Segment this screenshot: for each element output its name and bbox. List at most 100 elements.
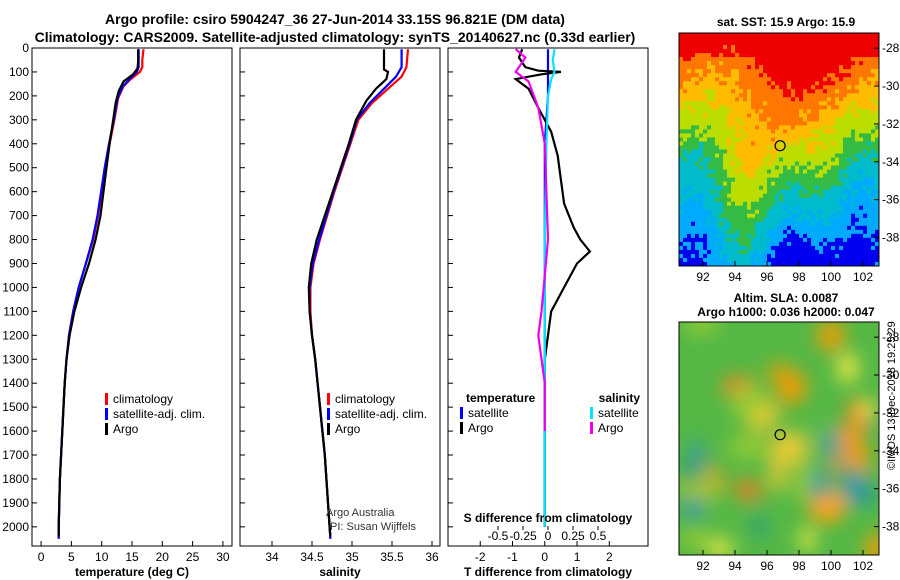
- sst-cell: [815, 205, 820, 211]
- sst-cell: [779, 233, 784, 239]
- sst-cell: [795, 101, 800, 106]
- sst-cell: [731, 85, 736, 90]
- sst-cell: [795, 33, 800, 38]
- sst-cell: [863, 249, 868, 255]
- x-tick-label: 0: [541, 550, 548, 564]
- sst-cell: [751, 77, 756, 82]
- sst-cell: [755, 161, 760, 166]
- sst-cell: [703, 101, 708, 106]
- sst-cell: [715, 89, 720, 94]
- sst-cell: [807, 197, 812, 203]
- sst-cell: [783, 201, 788, 207]
- sst-cell: [727, 133, 732, 138]
- sst-cell: [727, 201, 732, 207]
- sst-cell: [683, 141, 688, 146]
- sst-field: [679, 33, 880, 267]
- sst-cell: [863, 129, 868, 134]
- sst-cell: [735, 197, 740, 203]
- sst-cell: [755, 221, 760, 227]
- sst-cell: [727, 69, 732, 74]
- sst-cell: [759, 197, 764, 203]
- sst-cell: [699, 93, 704, 98]
- sst-cell: [719, 181, 724, 186]
- sst-cell: [787, 57, 792, 62]
- sst-cell: [803, 61, 808, 66]
- sst-cell: [791, 121, 796, 126]
- sst-cell: [875, 41, 880, 46]
- sst-cell: [771, 197, 776, 203]
- sla-blob: [857, 398, 875, 420]
- sst-cell: [791, 237, 796, 243]
- map-y-tick-label: -36: [882, 482, 900, 496]
- sst-cell: [763, 101, 768, 106]
- sst-cell: [703, 165, 708, 170]
- sst-cell: [707, 97, 712, 102]
- sst-cell: [875, 221, 880, 227]
- sst-cell: [743, 61, 748, 66]
- sst-cell: [819, 81, 824, 86]
- legend-label: Argo: [468, 421, 494, 435]
- sst-cell: [831, 249, 836, 255]
- sst-cell: [807, 81, 812, 86]
- sst-cell: [699, 133, 704, 138]
- sst-cell: [763, 169, 768, 174]
- sst-cell: [863, 181, 868, 186]
- sst-cell: [875, 45, 880, 50]
- sst-cell: [755, 141, 760, 146]
- legend-label: Argo: [335, 422, 361, 436]
- sst-cell: [775, 117, 780, 122]
- sst-cell: [691, 181, 696, 186]
- sst-cell: [795, 221, 800, 227]
- sst-cell: [859, 213, 864, 219]
- sst-cell: [755, 173, 760, 178]
- sst-cell: [811, 225, 816, 231]
- sst-cell: [747, 177, 752, 182]
- sst-cell: [735, 81, 740, 86]
- sst-cell: [815, 253, 820, 259]
- sst-cell: [835, 157, 840, 162]
- sst-cell: [827, 181, 832, 186]
- sst-cell: [791, 65, 796, 70]
- sst-cell: [863, 49, 868, 54]
- sst-cell: [859, 137, 864, 142]
- sst-cell: [727, 161, 732, 166]
- sst-cell: [823, 129, 828, 134]
- sst-cell: [871, 113, 876, 118]
- sst-cell: [755, 133, 760, 138]
- sst-cell: [783, 89, 788, 94]
- sst-cell: [779, 225, 784, 231]
- sst-cell: [835, 145, 840, 150]
- sst-cell: [783, 65, 788, 70]
- sst-cell: [735, 261, 740, 267]
- sst-cell: [763, 57, 768, 62]
- sst-cell: [727, 217, 732, 223]
- sst-cell: [831, 57, 836, 62]
- sst-cell: [755, 201, 760, 207]
- sst-cell: [807, 205, 812, 211]
- sst-cell: [747, 241, 752, 247]
- sst-cell: [775, 197, 780, 203]
- sst-cell: [863, 237, 868, 243]
- sst-cell: [843, 141, 848, 146]
- sst-cell: [723, 149, 728, 154]
- series-line-s-satellite: [543, 49, 556, 527]
- sst-cell: [687, 213, 692, 219]
- sst-cell: [683, 129, 688, 134]
- sst-cell: [787, 113, 792, 118]
- sst-cell: [715, 161, 720, 166]
- sst-cell: [863, 189, 868, 194]
- sst-cell: [783, 117, 788, 122]
- sst-cell: [803, 65, 808, 70]
- sst-cell: [751, 233, 756, 239]
- sst-cell: [799, 157, 804, 162]
- sst-cell: [787, 137, 792, 142]
- sst-cell: [707, 117, 712, 122]
- sst-cell: [699, 217, 704, 223]
- sst-cell: [859, 201, 864, 207]
- sst-cell: [715, 241, 720, 247]
- legend-label: Argo: [598, 421, 624, 435]
- sst-cell: [715, 33, 720, 38]
- sst-cell: [787, 161, 792, 166]
- sst-cell: [779, 221, 784, 227]
- sst-cell: [719, 129, 724, 134]
